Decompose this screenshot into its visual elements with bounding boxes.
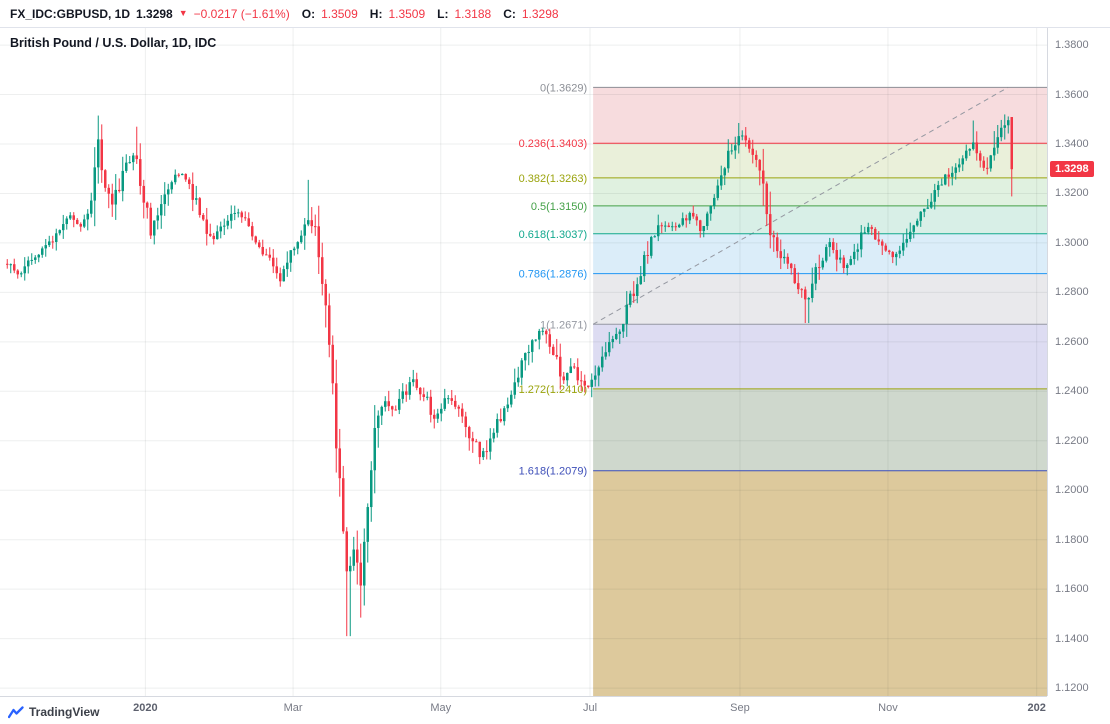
- close-value: 1.3298: [521, 6, 559, 21]
- price-axis-label: 1.1400: [1055, 632, 1089, 645]
- fib-label: 0.382(1.3263): [519, 173, 588, 185]
- price-axis-label: 1.2400: [1055, 385, 1089, 398]
- price-axis-label: 1.2200: [1055, 434, 1089, 447]
- low-label: L:: [437, 6, 449, 21]
- price-axis-label: 1.3200: [1055, 187, 1089, 200]
- candlestick-series: [6, 114, 1013, 637]
- tradingview-logo-text: TradingView: [29, 705, 100, 719]
- fib-label: 1.618(1.2079): [519, 466, 588, 478]
- price-axis-label: 1.1800: [1055, 533, 1089, 546]
- time-axis-label: 202: [1027, 702, 1046, 714]
- price-axis-label: 1.2600: [1055, 335, 1089, 348]
- chart-legend-title[interactable]: British Pound / U.S. Dollar, 1D, IDC: [10, 36, 217, 50]
- high-label: H:: [369, 6, 383, 21]
- time-axis-label: Jul: [582, 702, 598, 714]
- price-axis-label: 1.1600: [1055, 583, 1089, 596]
- open-value: 1.3509: [321, 6, 358, 21]
- last-price-badge: 1.3298: [1050, 161, 1094, 178]
- fib-label: 0.786(1.2876): [519, 269, 588, 281]
- price-axis-label: 1.3000: [1055, 236, 1089, 249]
- time-axis[interactable]: 2020 Mar May Jul Sep Nov 202: [0, 696, 1047, 724]
- fib-label: 1.272(1.2410): [519, 384, 588, 396]
- fib-label: 0.5(1.3150): [531, 201, 587, 213]
- fib-label: 1(1.2671): [540, 319, 587, 331]
- close-label: C:: [503, 6, 516, 21]
- symbol-name[interactable]: FX_IDC:GBPUSD, 1D: [10, 6, 131, 21]
- time-axis-label: May: [430, 702, 452, 714]
- chart-pane[interactable]: 0(1.3629) 0.236(1.3403) 0.382(1.3263) 0.5(1…: [0, 28, 1047, 696]
- price-axis-label: 1.3600: [1055, 88, 1089, 101]
- time-axis-label: 2020: [133, 702, 158, 714]
- fib-label: 0.618(1.3037): [519, 229, 588, 241]
- price-change: −0.0217 (−1.61%): [193, 6, 290, 21]
- fib-label: 0(1.3629): [540, 82, 587, 94]
- fib-label: 0.236(1.3403): [519, 138, 588, 150]
- fib-level-lines: [593, 86, 1047, 472]
- grid-lines: [0, 28, 1047, 696]
- last-price: 1.3298: [136, 6, 173, 21]
- low-value: 1.3188: [454, 6, 492, 21]
- open-label: O:: [301, 6, 316, 21]
- price-axis-label: 1.1200: [1055, 682, 1089, 695]
- price-axis-label: 1.3400: [1055, 137, 1089, 150]
- price-axis-label: 1.2800: [1055, 286, 1089, 299]
- tradingview-icon: [8, 705, 24, 718]
- time-axis-label: Sep: [730, 702, 750, 714]
- time-axis-label: Nov: [878, 702, 898, 714]
- fib-bands: [593, 87, 1047, 696]
- time-axis-label: Mar: [283, 702, 303, 714]
- price-axis-label: 1.2000: [1055, 484, 1089, 497]
- price-chart-canvas[interactable]: 0(1.3629) 0.236(1.3403) 0.382(1.3263) 0.5(1…: [0, 28, 1047, 696]
- high-value: 1.3509: [388, 6, 426, 21]
- symbol-info-bar: FX_IDC:GBPUSD, 1D 1.3298 ▼ −0.0217 (−1.6…: [0, 0, 1110, 28]
- price-axis-label: 1.3800: [1055, 39, 1089, 52]
- tradingview-logo[interactable]: TradingView: [8, 705, 99, 719]
- fib-level-labels: 0(1.3629) 0.236(1.3403) 0.382(1.3263) 0.5(1…: [519, 82, 588, 477]
- price-axis[interactable]: 1.3298 1.3800 1.3600 1.3400 1.3200 1.3000 1.2…: [1047, 28, 1110, 696]
- price-down-triangle-icon: ▼: [178, 8, 188, 18]
